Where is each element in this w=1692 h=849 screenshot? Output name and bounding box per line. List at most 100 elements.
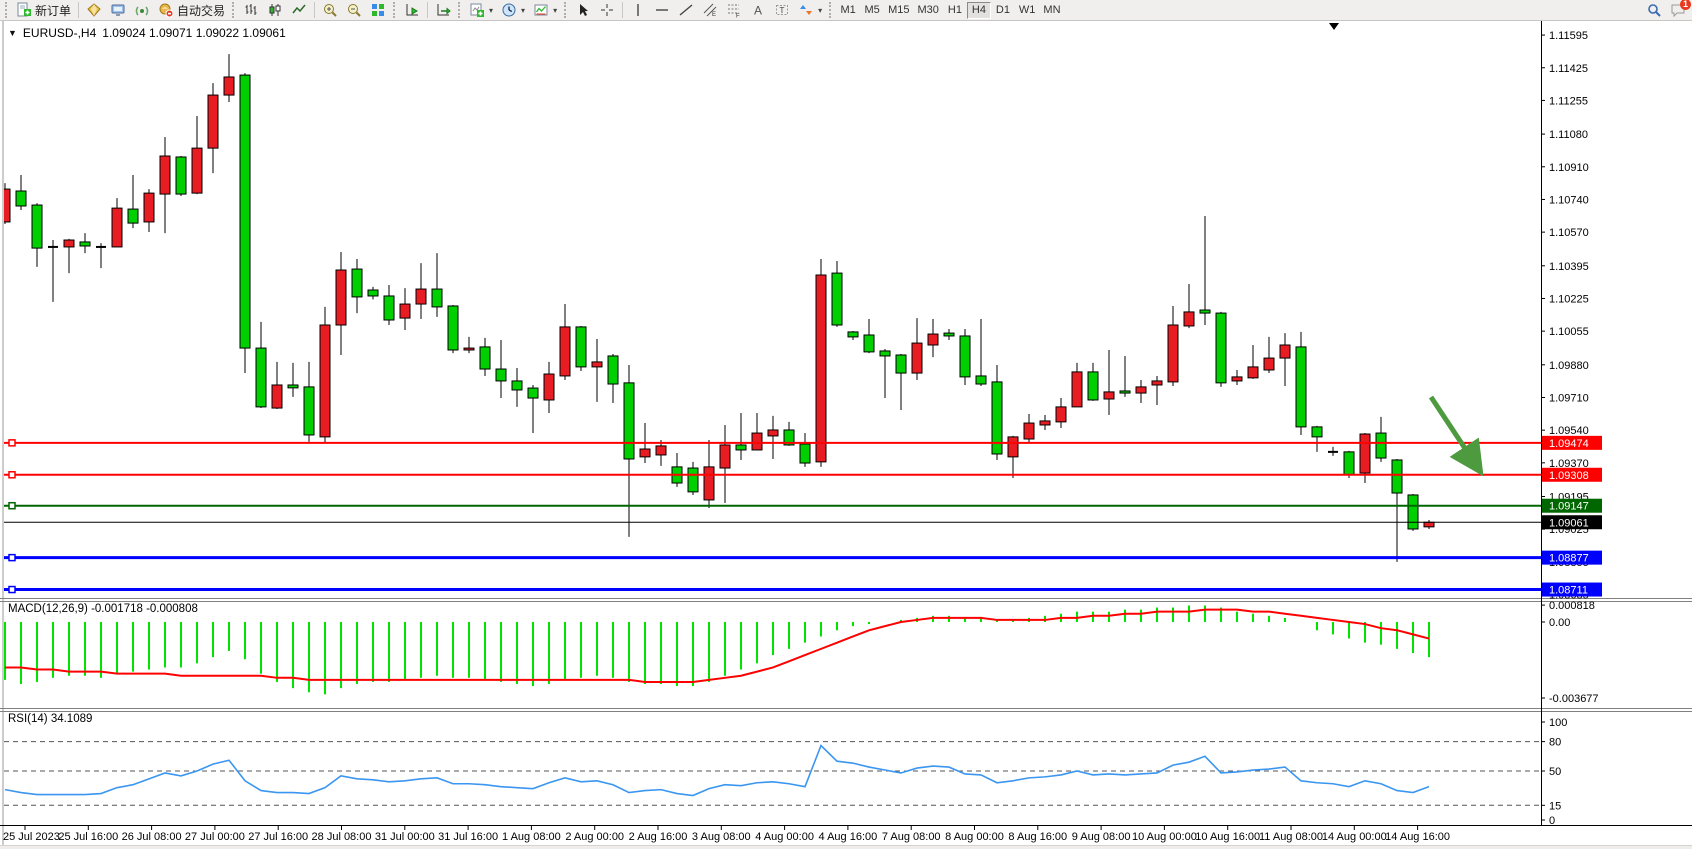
auto-scroll-button[interactable] xyxy=(400,1,424,20)
bar-chart-mode-button[interactable] xyxy=(239,1,263,20)
time-tick-label: 1 Aug 08:00 xyxy=(502,831,561,843)
annotation-arrow-down[interactable] xyxy=(1428,395,1484,477)
candle-bear xyxy=(511,380,523,391)
candle-chart-mode-button[interactable] xyxy=(263,1,287,20)
timeframe-d1-button[interactable]: D1 xyxy=(991,2,1015,19)
candle-bear xyxy=(1119,390,1131,394)
draw-hline-button[interactable] xyxy=(650,1,674,20)
candle-bear xyxy=(943,332,955,337)
chart-shift-marker[interactable] xyxy=(1329,23,1339,30)
candle-bear xyxy=(799,443,811,464)
price-tick-label: 1.11425 xyxy=(1549,63,1588,75)
chevron-down-icon[interactable]: ▾ xyxy=(489,5,494,15)
label-icon: T xyxy=(774,2,790,18)
candle-bear xyxy=(1311,426,1323,438)
time-tick-label: 10 Aug 00:00 xyxy=(1132,831,1197,843)
zoom-out-button[interactable] xyxy=(342,1,366,20)
price-label-text: 1.09061 xyxy=(1549,517,1589,529)
candle-bear xyxy=(1215,312,1227,384)
market-watch-button[interactable] xyxy=(82,1,106,20)
zoom-in-button[interactable] xyxy=(318,1,342,20)
line-chart-mode-button[interactable] xyxy=(287,1,311,20)
vline-icon xyxy=(630,2,646,18)
rsi-line xyxy=(4,744,1430,797)
horizontal-scrollbar[interactable] xyxy=(0,845,1692,849)
candle-bull xyxy=(1167,324,1179,383)
chartshift-icon xyxy=(435,2,451,18)
draw-label-button[interactable]: T xyxy=(770,1,794,20)
line-handle[interactable] xyxy=(8,471,16,479)
candle-bear xyxy=(863,334,875,353)
time-tick-label: 2 Aug 16:00 xyxy=(629,831,688,843)
toolbar-separator xyxy=(622,2,624,18)
chevron-down-icon[interactable]: ▾ xyxy=(553,5,558,15)
candle-bear xyxy=(447,305,459,351)
timeframe-mn-button[interactable]: MN xyxy=(1039,2,1064,19)
timeframe-h1-button[interactable]: H1 xyxy=(943,2,967,19)
new-chart-button[interactable]: ▾ xyxy=(465,1,497,20)
timeframe-m15-button[interactable]: M15 xyxy=(884,2,913,19)
auto-trading-label: 自动交易 xyxy=(177,3,226,18)
signal-icon xyxy=(134,2,150,18)
signals-button[interactable] xyxy=(130,1,154,20)
candle-bear xyxy=(1375,432,1387,459)
price-tick-label: 1.10395 xyxy=(1549,261,1589,273)
draw-fibonacci-button[interactable]: F xyxy=(722,1,746,20)
toolbar-grip[interactable] xyxy=(393,2,397,18)
add-chart-icon xyxy=(469,2,485,18)
timeframe-h4-button[interactable]: H4 xyxy=(966,1,991,19)
toolbar-grip[interactable] xyxy=(232,2,236,18)
notifications-button[interactable]: 1 xyxy=(1666,0,1691,20)
auto-trading-button[interactable]: 自动交易 xyxy=(154,1,229,20)
draw-trendline-button[interactable] xyxy=(674,1,698,20)
chart-collapse-icon[interactable]: ▼ xyxy=(8,28,17,38)
candle-bull xyxy=(335,269,347,326)
candle-bull xyxy=(1359,433,1371,474)
draw-vline-button[interactable] xyxy=(626,1,650,20)
toolbar-grip[interactable] xyxy=(564,2,568,18)
time-tick-label: 8 Aug 16:00 xyxy=(1008,831,1067,843)
candle-bull xyxy=(4,188,11,223)
candle-bull xyxy=(591,361,603,368)
templates-button[interactable]: ▾ xyxy=(529,1,561,20)
candle-bull xyxy=(767,429,779,437)
draw-shapes-button[interactable]: ▾ xyxy=(794,1,826,20)
candle-bull xyxy=(415,288,427,305)
line-handle[interactable] xyxy=(8,585,16,594)
cursor-tool-button[interactable] xyxy=(571,1,595,20)
toolbar-grip[interactable] xyxy=(829,2,833,18)
chevron-down-icon[interactable]: ▾ xyxy=(521,5,526,15)
line-handle[interactable] xyxy=(8,439,16,447)
chart-shift-button[interactable] xyxy=(431,1,455,20)
data-window-button[interactable] xyxy=(106,1,130,20)
search-button[interactable] xyxy=(1642,1,1666,20)
draw-channel-button[interactable]: E xyxy=(698,1,722,20)
new-order-icon xyxy=(16,2,32,18)
rsi-tick-label: 0 xyxy=(1549,815,1555,827)
new-order-button[interactable]: 新订单 xyxy=(12,1,75,20)
chart-title: ▼ EURUSD-,H4 1.09024 1.09071 1.09022 1.0… xyxy=(8,26,286,40)
toolbar-grip[interactable] xyxy=(458,2,462,18)
candle-bull xyxy=(143,192,155,223)
price-tick-label: 1.11255 xyxy=(1549,95,1588,107)
line-handle[interactable] xyxy=(8,553,16,562)
line-handle[interactable] xyxy=(8,501,16,510)
timeframe-m30-button[interactable]: M30 xyxy=(914,2,943,19)
fibonacci-icon: F xyxy=(726,2,742,18)
candle-bear xyxy=(79,241,91,247)
tile-windows-button[interactable] xyxy=(366,1,390,20)
crosshair-tool-button[interactable] xyxy=(595,1,619,20)
timeframe-m5-button[interactable]: M5 xyxy=(860,2,884,19)
draw-text-button[interactable]: A xyxy=(746,1,770,20)
toolbar-grip[interactable] xyxy=(5,2,9,18)
timeframe-m1-button[interactable]: M1 xyxy=(836,2,860,19)
timeframe-w1-button[interactable]: W1 xyxy=(1015,2,1040,19)
macd-tick-label: -0.003677 xyxy=(1549,693,1599,705)
price-tick-label: 1.10740 xyxy=(1549,194,1589,206)
price-tick-label: 1.10570 xyxy=(1549,227,1589,239)
time-tick-label: 3 Aug 08:00 xyxy=(692,831,751,843)
time-tick-label: 27 Jul 16:00 xyxy=(248,831,308,843)
chevron-down-icon[interactable]: ▾ xyxy=(818,5,823,15)
periodicity-button[interactable]: ▾ xyxy=(497,1,529,20)
